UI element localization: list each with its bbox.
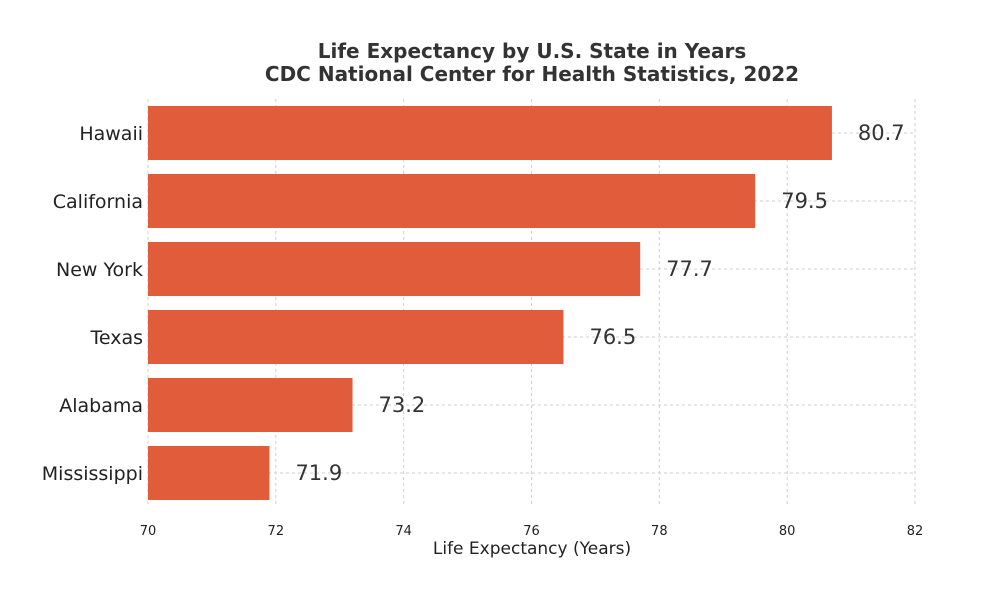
value-label: 80.7	[858, 121, 905, 145]
x-tick-label: 70	[140, 524, 157, 539]
bar	[148, 174, 756, 228]
value-label: 79.5	[781, 189, 828, 213]
category-label: Texas	[89, 327, 143, 349]
x-tick-label: 78	[651, 524, 668, 539]
value-label: 71.9	[295, 461, 342, 485]
category-label: New York	[56, 259, 143, 281]
chart-subtitle: CDC National Center for Health Statistic…	[265, 62, 799, 86]
x-axis-title: Life Expectancy (Years)	[433, 539, 631, 559]
category-label: Alabama	[59, 395, 143, 417]
category-label: Mississippi	[42, 463, 143, 485]
category-label: Hawaii	[79, 123, 143, 145]
x-tick-label: 72	[268, 524, 285, 539]
bar	[148, 106, 832, 160]
x-tick-label: 80	[779, 524, 796, 539]
labels: 70 72 74 76 78 80 82 Hawaii 80.7 California 79.5 Ne…	[42, 121, 924, 539]
bar	[148, 446, 270, 500]
bar	[148, 310, 564, 364]
value-label: 77.7	[666, 257, 713, 281]
bar	[148, 242, 641, 296]
bars	[148, 106, 832, 500]
x-tick-label: 74	[395, 524, 412, 539]
x-tick-label: 82	[907, 524, 924, 539]
category-label: California	[53, 191, 143, 213]
chart-title: Life Expectancy by U.S. State in Years	[318, 39, 746, 63]
grid-lines	[147, 99, 916, 507]
value-label: 73.2	[379, 393, 426, 417]
value-label: 76.5	[589, 325, 636, 349]
bar	[148, 378, 353, 432]
x-tick-label: 76	[523, 524, 540, 539]
